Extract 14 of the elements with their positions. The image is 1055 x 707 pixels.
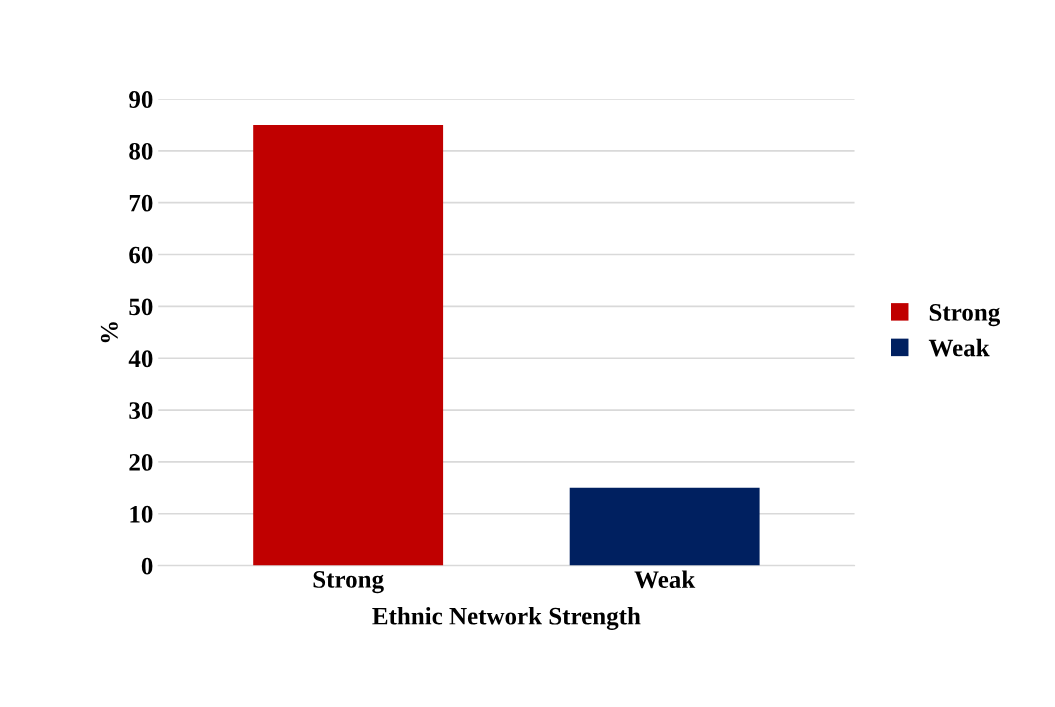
y-tick-label: 40 (128, 350, 153, 368)
y-tick-label: 80 (129, 142, 153, 160)
y-tick-label: 50 (129, 298, 153, 316)
y-tick-label: 20 (129, 453, 153, 471)
y-tick-label: 60 (129, 246, 153, 264)
x-axis-title: Ethnic Network Strength (372, 607, 641, 630)
y-tick-label: 0 (141, 557, 153, 575)
y-tick-label: 90 (129, 91, 153, 108)
y-tick-label: 70 (129, 194, 153, 212)
y-axis-title: % (100, 322, 118, 343)
legend-label: Weak (928, 338, 990, 357)
y-tick-label: 10 (130, 505, 153, 523)
legend-label: Strong (929, 304, 1001, 327)
y-tick-label: 30 (129, 402, 153, 419)
